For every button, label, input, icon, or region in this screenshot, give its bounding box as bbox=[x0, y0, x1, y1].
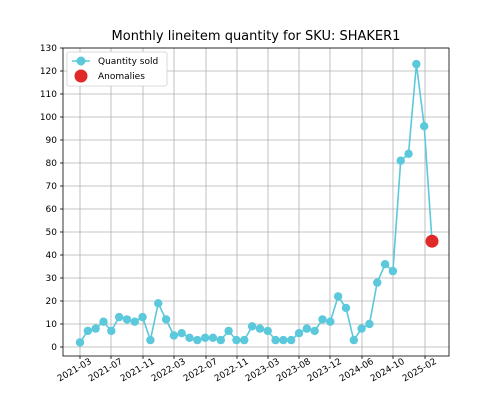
y-tick-label: 50 bbox=[46, 228, 58, 238]
data-point bbox=[232, 335, 241, 345]
y-tick-label: 100 bbox=[40, 113, 57, 123]
data-point bbox=[287, 335, 296, 345]
y-tick-label: 30 bbox=[46, 274, 58, 284]
x-tick-label: 2022-11 bbox=[213, 357, 251, 384]
data-point bbox=[169, 331, 179, 340]
legend-marker-quantity bbox=[76, 56, 86, 66]
x-tick-label: 2023-08 bbox=[275, 357, 313, 385]
x-tick-label: 2024-10 bbox=[369, 357, 407, 385]
data-point bbox=[310, 326, 319, 336]
y-tick-label: 110 bbox=[40, 90, 57, 100]
data-point bbox=[302, 324, 312, 333]
y-axis: 0 10 20 30 40 50 60 70 80 90 100 110 120 130 bbox=[40, 44, 63, 353]
y-tick-label: 20 bbox=[46, 297, 58, 307]
data-point bbox=[419, 122, 429, 131]
x-tick-label: 2022-03 bbox=[150, 357, 188, 384]
grid bbox=[63, 47, 449, 356]
data-point bbox=[185, 333, 194, 342]
data-point bbox=[271, 335, 280, 345]
data-point bbox=[122, 315, 132, 324]
data-point bbox=[263, 326, 272, 336]
data-point bbox=[349, 335, 358, 345]
data-point bbox=[318, 315, 327, 324]
data-point bbox=[255, 324, 265, 333]
data-point bbox=[177, 329, 186, 338]
x-tick-label: 2021-07 bbox=[87, 357, 125, 384]
data-point bbox=[161, 315, 171, 324]
x-tick-label: 2023-03 bbox=[244, 357, 282, 384]
y-tick-label: 10 bbox=[46, 320, 58, 330]
y-tick-label: 130 bbox=[40, 44, 57, 54]
data-point bbox=[240, 335, 249, 345]
data-point bbox=[208, 333, 218, 342]
data-point bbox=[396, 156, 405, 165]
legend-marker-anomalies bbox=[74, 69, 88, 83]
data-point bbox=[154, 299, 163, 308]
y-tick-label: 40 bbox=[46, 251, 58, 261]
legend-box bbox=[66, 51, 168, 87]
data-point bbox=[200, 333, 210, 342]
legend: Quantity sold Anomalies bbox=[66, 51, 168, 87]
x-tick-label: 2022-07 bbox=[182, 357, 220, 384]
data-point bbox=[294, 329, 304, 338]
y-tick-label: 120 bbox=[40, 67, 57, 77]
data-point bbox=[75, 338, 85, 347]
legend-label-quantity: Quantity sold bbox=[98, 57, 158, 67]
data-point bbox=[99, 317, 108, 326]
series-layer bbox=[75, 59, 439, 347]
data-point bbox=[365, 319, 374, 329]
x-axis: 2021-032021-072021-112022-032022-072022-… bbox=[56, 356, 439, 384]
y-tick-label: 90 bbox=[46, 136, 58, 146]
data-point bbox=[193, 335, 202, 345]
data-point bbox=[373, 278, 382, 287]
data-point bbox=[279, 335, 288, 345]
data-point bbox=[326, 317, 335, 326]
y-tick-label: 60 bbox=[46, 205, 58, 215]
data-point bbox=[138, 312, 147, 322]
data-point bbox=[333, 292, 343, 301]
x-tick-label: 2021-11 bbox=[119, 357, 157, 384]
data-point bbox=[107, 326, 116, 336]
data-point bbox=[247, 322, 257, 331]
anomaly-point bbox=[425, 234, 439, 248]
data-point bbox=[91, 324, 100, 333]
x-tick-label: 2025-02 bbox=[401, 357, 439, 384]
x-tick-label: 2023-12 bbox=[306, 357, 344, 384]
data-point bbox=[224, 326, 233, 336]
chart-title: Monthly lineitem quantity for SKU: SHAKE… bbox=[112, 29, 401, 44]
x-tick-label: 2021-03 bbox=[56, 357, 94, 384]
y-tick-label: 80 bbox=[46, 159, 58, 169]
data-point bbox=[341, 303, 351, 313]
data-point bbox=[404, 149, 413, 158]
data-point bbox=[83, 326, 93, 336]
data-point bbox=[412, 59, 421, 69]
data-point bbox=[380, 260, 390, 269]
x-tick-label: 2024-06 bbox=[338, 357, 376, 385]
y-tick-label: 0 bbox=[51, 343, 57, 353]
data-point bbox=[388, 266, 398, 276]
legend-label-anomalies: Anomalies bbox=[98, 72, 145, 82]
data-point bbox=[216, 335, 225, 345]
data-point bbox=[130, 317, 139, 326]
data-point bbox=[357, 324, 366, 333]
plot-frame bbox=[62, 47, 450, 357]
data-point bbox=[146, 335, 155, 345]
data-point bbox=[114, 312, 124, 322]
y-tick-label: 70 bbox=[46, 182, 58, 192]
